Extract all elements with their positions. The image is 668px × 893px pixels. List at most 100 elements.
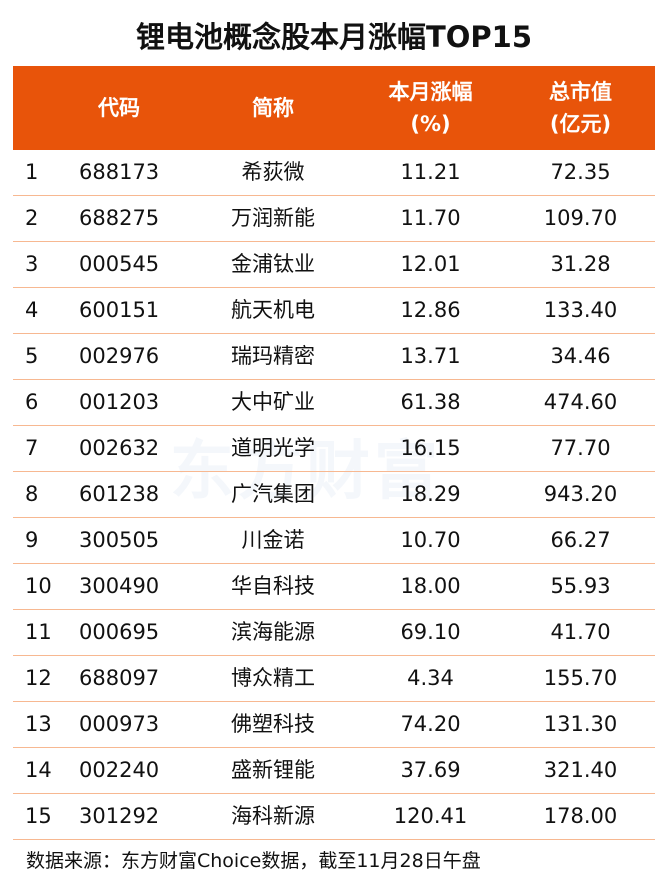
cell-cap: 131.30 xyxy=(543,712,618,736)
cell-cap: 321.40 xyxy=(543,758,618,782)
cell-rank: 13 xyxy=(25,712,52,736)
cell-rank: 5 xyxy=(25,344,39,368)
cell-name: 川金诺 xyxy=(241,528,305,552)
cell-code: 002240 xyxy=(79,758,160,782)
cell-cap: 155.70 xyxy=(543,666,618,690)
cell-code: 688275 xyxy=(79,206,160,230)
header-name: 简称 xyxy=(252,96,294,120)
cell-name: 大中矿业 xyxy=(231,390,315,414)
cell-name: 金浦钛业 xyxy=(231,252,315,276)
cell-rank: 2 xyxy=(25,206,39,230)
table-row: 7 002632 道明光学 16.15 77.70 xyxy=(13,426,655,472)
cell-pct: 16.15 xyxy=(400,436,461,460)
cell-code: 300490 xyxy=(79,574,160,598)
cell-code: 002632 xyxy=(79,436,160,460)
page-title: 锂电池概念股本月涨幅TOP15 xyxy=(135,20,533,54)
cell-code: 688097 xyxy=(79,666,160,690)
header-cap-line2: (亿元) xyxy=(549,112,612,136)
cell-code: 000545 xyxy=(79,252,160,276)
cell-code: 000973 xyxy=(79,712,160,736)
table-row: 3 000545 金浦钛业 12.01 31.28 xyxy=(13,242,655,288)
cell-code: 601238 xyxy=(79,482,160,506)
cell-code: 002976 xyxy=(79,344,160,368)
cell-pct: 10.70 xyxy=(400,528,461,552)
cell-pct: 11.21 xyxy=(400,160,461,184)
cell-pct: 37.69 xyxy=(400,758,461,782)
header-cap: 总市值 (亿元) xyxy=(503,66,658,150)
table-row: 13 000973 佛塑科技 74.20 131.30 xyxy=(13,702,655,748)
table-row: 6 001203 大中矿业 61.38 474.60 xyxy=(13,380,655,426)
table-row: 11 000695 滨海能源 69.10 41.70 xyxy=(13,610,655,656)
cell-name: 广汽集团 xyxy=(231,482,315,506)
cell-cap: 41.70 xyxy=(550,620,611,644)
cell-code: 000695 xyxy=(79,620,160,644)
cell-pct: 4.34 xyxy=(407,666,454,690)
cell-name: 海科新源 xyxy=(231,804,315,828)
table-row: 8 601238 广汽集团 18.29 943.20 xyxy=(13,472,655,518)
cell-pct: 11.70 xyxy=(400,206,461,230)
cell-code: 001203 xyxy=(79,390,160,414)
cell-cap: 133.40 xyxy=(543,298,618,322)
cell-name: 瑞玛精密 xyxy=(231,344,315,368)
cell-name: 盛新锂能 xyxy=(231,758,315,782)
cell-name: 佛塑科技 xyxy=(231,712,315,736)
cell-rank: 6 xyxy=(25,390,39,414)
table-row: 2 688275 万润新能 11.70 109.70 xyxy=(13,196,655,242)
cell-pct: 69.10 xyxy=(400,620,461,644)
cell-cap: 943.20 xyxy=(543,482,618,506)
table-row: 12 688097 博众精工 4.34 155.70 xyxy=(13,656,655,702)
cell-name: 希荻微 xyxy=(241,160,305,184)
cell-rank: 3 xyxy=(25,252,39,276)
cell-code: 301292 xyxy=(79,804,160,828)
table-header: 代码 简称 本月涨幅 (%) 总市值 (亿元) xyxy=(13,66,655,150)
cell-rank: 15 xyxy=(25,804,52,828)
table-row: 14 002240 盛新锂能 37.69 321.40 xyxy=(13,748,655,794)
cell-pct: 74.20 xyxy=(400,712,461,736)
cell-rank: 14 xyxy=(25,758,52,782)
table-row: 5 002976 瑞玛精密 13.71 34.46 xyxy=(13,334,655,380)
cell-cap: 474.60 xyxy=(543,390,618,414)
cell-rank: 11 xyxy=(25,620,52,644)
header-code: 代码 xyxy=(98,96,140,120)
cell-name: 华自科技 xyxy=(231,574,315,598)
cell-rank: 10 xyxy=(25,574,52,598)
cell-pct: 18.00 xyxy=(400,574,461,598)
cell-pct: 120.41 xyxy=(393,804,468,828)
cell-name: 道明光学 xyxy=(231,436,315,460)
header-pct-line2: (%) xyxy=(410,112,451,136)
cell-pct: 12.86 xyxy=(400,298,461,322)
cell-code: 688173 xyxy=(79,160,160,184)
cell-pct: 12.01 xyxy=(400,252,461,276)
cell-cap: 66.27 xyxy=(550,528,611,552)
cell-code: 600151 xyxy=(79,298,160,322)
header-cap-line1: 总市值 xyxy=(549,80,612,104)
cell-cap: 72.35 xyxy=(550,160,611,184)
stock-table: 代码 简称 本月涨幅 (%) 总市值 (亿元) 1 688173 希荻微 11.21 7… xyxy=(13,66,655,840)
cell-cap: 55.93 xyxy=(550,574,611,598)
cell-rank: 8 xyxy=(25,482,39,506)
cell-cap: 31.28 xyxy=(550,252,611,276)
cell-code: 300505 xyxy=(79,528,160,552)
cell-cap: 34.46 xyxy=(550,344,611,368)
cell-rank: 9 xyxy=(25,528,39,552)
table-row: 10 300490 华自科技 18.00 55.93 xyxy=(13,564,655,610)
cell-cap: 109.70 xyxy=(543,206,618,230)
table-row: 4 600151 航天机电 12.86 133.40 xyxy=(13,288,655,334)
cell-name: 万润新能 xyxy=(231,206,315,230)
table-row: 9 300505 川金诺 10.70 66.27 xyxy=(13,518,655,564)
cell-cap: 178.00 xyxy=(543,804,618,828)
cell-rank: 1 xyxy=(25,160,39,184)
cell-cap: 77.70 xyxy=(550,436,611,460)
cell-pct: 18.29 xyxy=(400,482,461,506)
cell-pct: 13.71 xyxy=(400,344,461,368)
cell-pct: 61.38 xyxy=(400,390,461,414)
cell-name: 博众精工 xyxy=(231,666,315,690)
cell-rank: 12 xyxy=(25,666,52,690)
cell-rank: 7 xyxy=(25,436,39,460)
cell-name: 滨海能源 xyxy=(231,620,315,644)
table-row: 1 688173 希荻微 11.21 72.35 xyxy=(13,150,655,196)
header-pct: 本月涨幅 (%) xyxy=(353,66,508,150)
table-row: 15 301292 海科新源 120.41 178.00 xyxy=(13,794,655,840)
header-pct-line1: 本月涨幅 xyxy=(388,80,473,104)
source-note: 数据来源：东方财富Choice数据，截至11月28日午盘 xyxy=(26,850,481,872)
